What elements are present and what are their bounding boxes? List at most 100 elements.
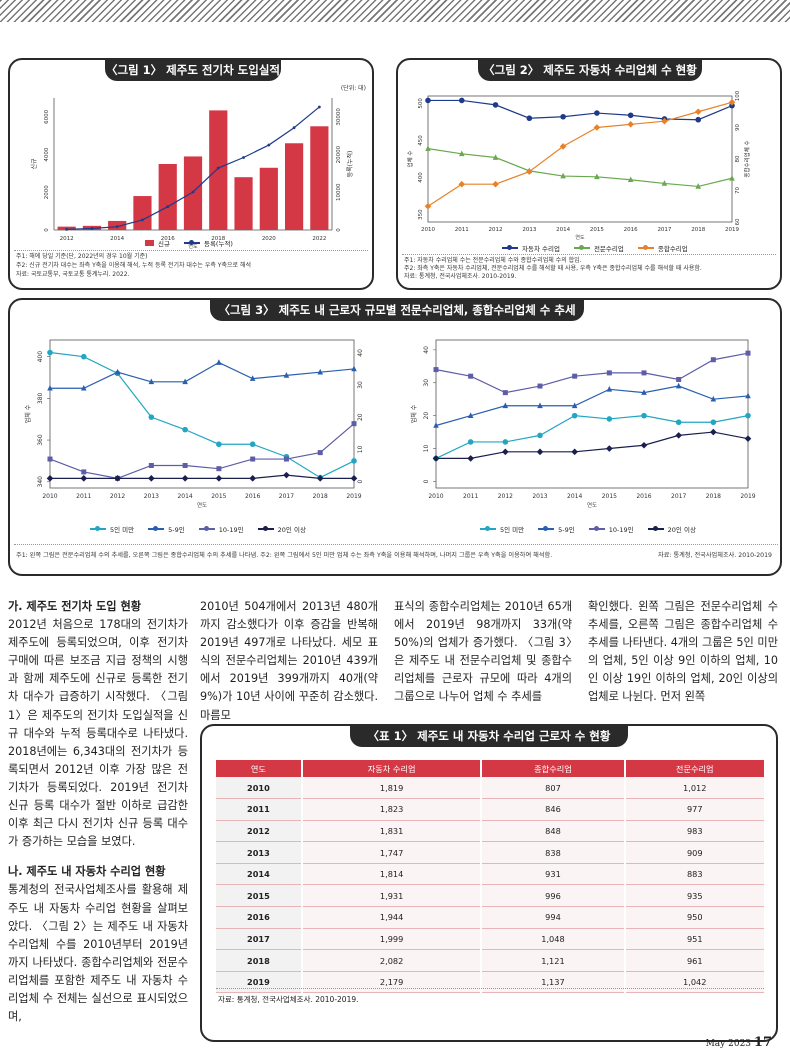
table-cell: 1,831 — [300, 820, 482, 843]
table-cell: 1,048 — [480, 928, 625, 951]
point-2-2013 — [526, 168, 533, 175]
figure3-x-label: 연도 — [197, 501, 207, 509]
page-number: 17 — [753, 1035, 772, 1050]
point-2-2014 — [572, 373, 578, 379]
point-2-2013 — [537, 383, 543, 389]
figure3-x-tick: 2012 — [110, 493, 125, 500]
table-cell: 846 — [480, 798, 625, 821]
figure3-panel: 〈그림 3〉 제주도 내 근로자 규모별 전문수리업체, 종합수리업체 수 추세… — [8, 298, 782, 576]
figure2-panel: 〈그림 2〉 제주도 자동차 수리업체 수 현황 350 400 450 500 60 7… — [396, 58, 782, 290]
point-3-2014 — [181, 475, 189, 482]
point-2-2019 — [351, 421, 357, 427]
figure2-x-tick: 2013 — [522, 227, 536, 233]
point-3-2012 — [114, 475, 121, 482]
point-0-2013 — [526, 115, 533, 122]
figure2-left-tick: 400 — [418, 172, 424, 183]
table1-panel: 〈표 1〉 제주도 내 자동차 수리업 근로자 수 현황 연도 자동차 수리업 종합… — [200, 724, 778, 1042]
legend-label-general: 종합수리업 — [657, 245, 688, 253]
point-cumulative-2021 — [292, 126, 296, 130]
figure2-y-right-label: 종합수리업체 수 — [743, 140, 751, 177]
table-cell: 2016 — [216, 906, 302, 929]
table-row: 2012 1,831 848 983 — [216, 820, 764, 843]
table-row: 2014 1,814 931 883 — [216, 863, 764, 886]
point-1-2019 — [729, 174, 735, 181]
figure1-source: 자료: 국토교통부, 국토교통 통계누리. 2022. — [16, 271, 130, 278]
table-header-0: 연도 — [216, 760, 302, 777]
figure2-note2: 주2: 좌측 Y축은 자동차 수리업체, 전문수리업체 수를 해석할 때 사용,… — [404, 265, 702, 272]
legend-line-5to9 — [148, 526, 165, 531]
point-3-2019 — [350, 475, 358, 482]
figure3-plot-frame — [49, 339, 355, 489]
figure1-divider — [14, 250, 368, 251]
table-cell: 838 — [480, 841, 625, 864]
point-1-2017 — [661, 180, 668, 186]
figure3-notes: 주1: 왼쪽 그림은 전문수리업체 수의 추세를, 오른쪽 그림은 종합수리업체… — [16, 552, 553, 559]
point-0-2010 — [47, 349, 53, 356]
figure3-left-tick: 10 — [423, 445, 430, 453]
table-cell: 996 — [480, 884, 625, 908]
figure1-left-tick: 2000 — [44, 185, 50, 199]
figure3-title: 〈그림 3〉 제주도 내 근로자 규모별 전문수리업체, 종합수리업체 수 추세 — [210, 300, 584, 321]
line-2 — [427, 101, 733, 207]
line-2 — [435, 352, 749, 394]
figure2-left-tick: 450 — [418, 135, 424, 146]
figure1-right-tick: 0 — [336, 228, 342, 232]
table-cell: 931 — [480, 863, 625, 886]
table-row: 2010 1,819 807 1,012 — [216, 777, 764, 800]
figure1-x-tick: 2020 — [262, 236, 276, 242]
table-cell: 1,121 — [480, 949, 625, 972]
body-column-3: 표식의 종합수리업체는 2010년 65개에서 2019년 98개까지 33개(… — [394, 600, 572, 704]
point-0-2015 — [594, 110, 600, 116]
legend-line-general — [637, 245, 654, 250]
point-2-2017 — [676, 376, 682, 382]
point-1-2011 — [467, 412, 474, 418]
point-1-2018 — [317, 368, 324, 375]
figure3-left-legend: 5인 미만 5-9인 10-19인 20인 이상 — [90, 524, 306, 534]
bar-new-2019 — [234, 177, 253, 230]
legend-label-20plus-r: 20인 이상 — [667, 526, 696, 534]
table-cell: 1,012 — [623, 777, 764, 800]
table-cell: 2019 — [216, 971, 302, 994]
bar-new-2022 — [310, 126, 329, 230]
figure2-x-label: 연도 — [575, 234, 585, 241]
point-3-2018 — [710, 428, 717, 436]
figure3-y-label: 업체 수 — [410, 404, 418, 423]
point-3-2015 — [215, 475, 223, 482]
point-1-2015 — [606, 386, 613, 392]
table-cell: 848 — [480, 820, 625, 843]
figure3-right-tick: 30 — [357, 381, 364, 389]
figure1-right-tick: 20000 — [336, 145, 342, 163]
point-3-2015 — [606, 445, 613, 452]
figure3-x-tick: 2016 — [636, 493, 651, 500]
footer-month: May — [705, 1039, 726, 1049]
section-ga-heading: 가. 제주도 전기차 도입 현황 — [8, 600, 142, 613]
point-cumulative-2014 — [115, 225, 119, 229]
point-2-2011 — [81, 469, 87, 475]
point-0-2012 — [502, 439, 509, 445]
table-header-3: 전문수리업 — [623, 760, 764, 777]
point-3-2018 — [316, 475, 324, 482]
figure2-source: 자료: 통계청, 전국사업체조사. 2010-2019. — [404, 273, 517, 280]
point-2-2017 — [283, 456, 289, 462]
point-1-2013 — [148, 378, 155, 385]
table-cell: 2013 — [216, 841, 302, 864]
legend-line-cumulative — [183, 240, 200, 245]
point-3-2011 — [467, 455, 474, 462]
legend-line-under5 — [90, 526, 106, 531]
legend-line-5to9-r — [538, 526, 555, 531]
point-1-2017 — [675, 382, 682, 389]
figure3-plot-frame — [435, 339, 749, 489]
figure2-legend: 자동차 수리업 전문수리업 종합수리업 — [502, 243, 688, 253]
figure1-note2: 주2: 신규 전기차 대수는 좌측 Y축을 이용해 해석, 누적 등록 전기차 … — [16, 262, 251, 269]
point-2-2010 — [424, 202, 432, 210]
table-row: 2015 1,931 996 935 — [216, 884, 764, 908]
figure3-x-tick: 2014 — [177, 493, 192, 500]
figure2-left-tick: 350 — [418, 209, 424, 220]
point-cumulative-2019 — [242, 156, 245, 159]
point-1-2014 — [571, 402, 578, 409]
figure1-right-tick: 10000 — [336, 183, 342, 201]
table-cell: 951 — [623, 928, 764, 951]
point-3-2011 — [80, 475, 88, 482]
point-1-2019 — [351, 365, 357, 372]
